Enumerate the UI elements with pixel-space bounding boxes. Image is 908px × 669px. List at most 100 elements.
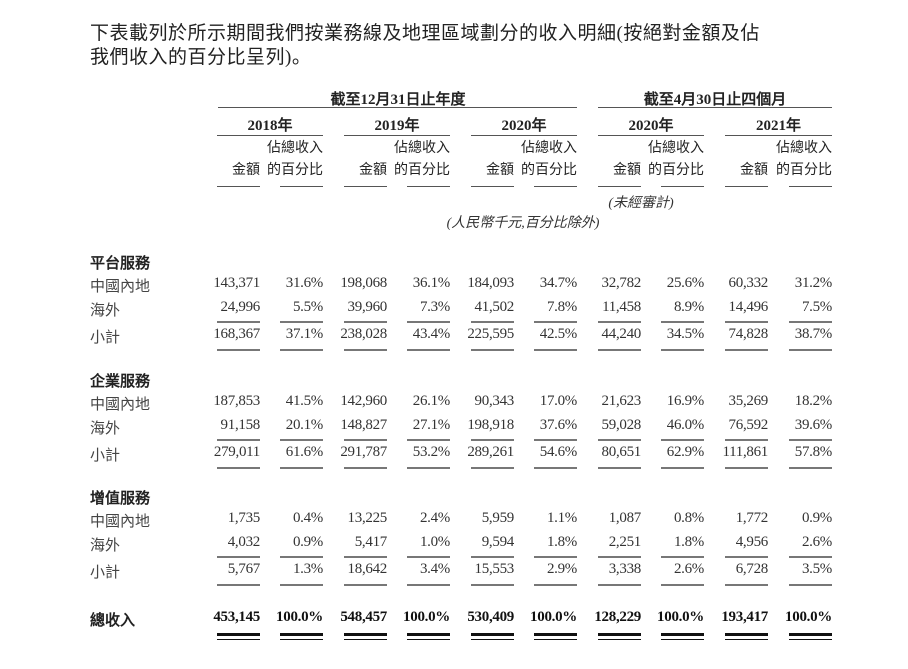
underline <box>725 584 768 586</box>
table-cell: 148,827 <box>340 417 387 433</box>
subtotal-cell: 62.9% <box>666 444 705 460</box>
underline <box>280 556 323 558</box>
double-underline <box>661 633 704 636</box>
header-group-four-months: 截至4月30日止四個月 <box>643 92 787 108</box>
double-underline <box>725 633 768 636</box>
table-cell: 4,032 <box>227 534 261 550</box>
table-cell: 5.5% <box>292 299 323 315</box>
subtotal-cell: 74,828 <box>728 326 769 342</box>
row-label: 小計 <box>90 448 121 464</box>
subtotal-cell: 291,787 <box>340 444 387 460</box>
subtotal-cell: 1.3% <box>292 561 323 577</box>
table-cell: 4,956 <box>735 534 769 550</box>
underline <box>789 556 832 558</box>
subtotal-cell: 34.5% <box>666 326 705 342</box>
table-cell: 5,417 <box>354 534 388 550</box>
table-cell: 34.7% <box>539 275 578 291</box>
double-underline <box>725 639 768 640</box>
double-underline <box>789 639 832 640</box>
year-header: 2019年 <box>374 118 420 134</box>
underline <box>598 321 641 323</box>
double-underline <box>598 639 641 640</box>
subtotal-cell: 80,651 <box>601 444 642 460</box>
percent-header-line1: 佔總收入 <box>394 141 450 156</box>
column-header-divider <box>789 186 832 187</box>
header-group-fiscal-year: 截至12月31日止年度 <box>330 92 466 108</box>
underline <box>598 349 641 351</box>
year-header: 2020年 <box>628 118 674 134</box>
table-cell: 143,371 <box>213 275 260 291</box>
subtotal-cell: 53.2% <box>412 444 451 460</box>
table-cell: 142,960 <box>340 393 387 409</box>
underline <box>534 321 577 323</box>
table-cell: 0.9% <box>292 534 323 550</box>
subtotal-cell: 168,367 <box>213 326 260 342</box>
double-underline <box>598 633 641 636</box>
table-cell: 26.1% <box>412 393 451 409</box>
intro-line-2: 我們收入的百分比呈列)。 <box>90 47 312 68</box>
underline <box>789 321 832 323</box>
table-cell: 91,158 <box>220 417 261 433</box>
amount-header: 金額 <box>740 163 768 178</box>
section-title: 增值服務 <box>90 491 151 507</box>
underline <box>217 584 260 586</box>
table-cell: 20.1% <box>285 417 324 433</box>
underline <box>598 556 641 558</box>
column-header-divider <box>661 186 704 187</box>
column-header-divider <box>534 186 577 187</box>
amount-header: 金額 <box>232 163 260 178</box>
subtotal-cell: 2.6% <box>673 561 704 577</box>
underline <box>471 584 514 586</box>
underline <box>407 439 450 441</box>
underline <box>661 584 704 586</box>
underline <box>280 349 323 351</box>
table-cell: 2,251 <box>608 534 642 550</box>
underline <box>407 584 450 586</box>
subtotal-cell: 15,553 <box>474 561 515 577</box>
table-cell: 16.9% <box>666 393 705 409</box>
year-divider <box>725 135 832 136</box>
row-label: 海外 <box>90 538 121 554</box>
subtotal-cell: 289,261 <box>467 444 514 460</box>
subtotal-cell: 111,861 <box>722 444 768 460</box>
table-cell: 8.9% <box>673 299 704 315</box>
double-underline <box>407 639 450 640</box>
subtotal-cell: 61.6% <box>285 444 324 460</box>
table-cell: 31.2% <box>794 275 833 291</box>
table-cell: 41.5% <box>285 393 324 409</box>
double-underline <box>280 639 323 640</box>
table-cell: 1.0% <box>419 534 450 550</box>
underline <box>725 556 768 558</box>
section-title: 企業服務 <box>90 374 151 390</box>
underline <box>344 321 387 323</box>
total-cell: 100.0% <box>785 609 832 625</box>
underline <box>534 556 577 558</box>
subtotal-cell: 3.5% <box>801 561 832 577</box>
subtotal-cell: 18,642 <box>347 561 388 577</box>
underline <box>217 467 260 469</box>
table-cell: 2.6% <box>801 534 832 550</box>
year-header: 2020年 <box>501 118 547 134</box>
table-cell: 39,960 <box>347 299 388 315</box>
amount-header: 金額 <box>359 163 387 178</box>
underline <box>789 439 832 441</box>
subtotal-cell: 2.9% <box>546 561 577 577</box>
double-underline <box>280 633 323 636</box>
total-cell: 100.0% <box>530 609 577 625</box>
percent-header-line2: 的百分比 <box>776 163 832 178</box>
underline <box>661 349 704 351</box>
subtotal-cell: 279,011 <box>213 444 260 460</box>
underline <box>534 584 577 586</box>
amount-header: 金額 <box>613 163 641 178</box>
double-underline <box>661 639 704 640</box>
table-cell: 37.6% <box>539 417 578 433</box>
underline <box>217 439 260 441</box>
table-cell: 1,087 <box>608 510 642 526</box>
row-label: 海外 <box>90 303 121 319</box>
underline <box>725 439 768 441</box>
table-cell: 187,853 <box>213 393 260 409</box>
column-header-divider <box>598 186 641 187</box>
year-header: 2021年 <box>755 118 802 134</box>
underline <box>407 321 450 323</box>
double-underline <box>471 639 514 640</box>
